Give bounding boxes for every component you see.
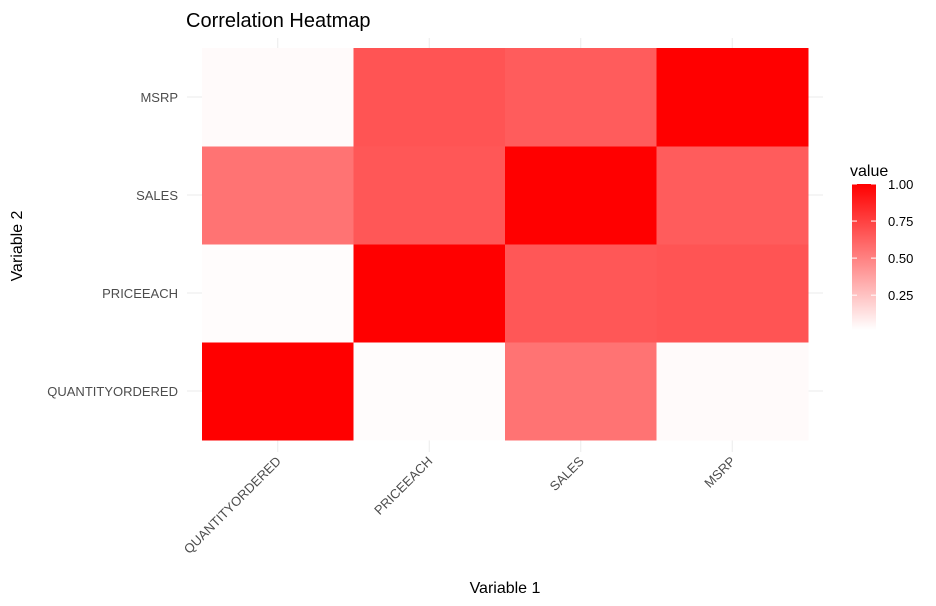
heatmap-cell — [202, 146, 354, 245]
heatmap-cell — [353, 48, 506, 147]
x-tick-label: PRICEEACH — [371, 454, 435, 518]
legend-tick-label: 1.00 — [888, 177, 913, 192]
y-axis-ticks: QUANTITYORDERED PRICEEACH SALES MSRP — [47, 90, 178, 399]
x-axis-ticks: QUANTITYORDERED PRICEEACH SALES MSRP — [181, 453, 739, 556]
legend-ticks: 0.25 0.50 0.75 1.00 — [852, 177, 913, 303]
legend-colorbar — [852, 184, 876, 330]
color-legend: value 0.25 0.50 0.75 1.00 — [850, 163, 913, 330]
y-axis-title: Variable 2 — [9, 210, 26, 281]
heatmap-cells — [202, 48, 809, 441]
heatmap-cell — [656, 244, 809, 343]
heatmap-cell — [202, 342, 354, 441]
heatmap-cell — [353, 244, 506, 343]
legend-tick-label: 0.25 — [888, 288, 913, 303]
y-tick-label: QUANTITYORDERED — [47, 384, 178, 399]
x-tick-label: SALES — [547, 453, 587, 493]
x-tick-label: MSRP — [701, 454, 738, 491]
y-tick-label: MSRP — [140, 90, 178, 105]
heatmap-cell — [505, 146, 657, 245]
heatmap-cell — [656, 342, 809, 441]
legend-tick-label: 0.75 — [888, 214, 913, 229]
y-tick-label: PRICEEACH — [102, 286, 178, 301]
legend-tick-label: 0.50 — [888, 251, 913, 266]
heatmap-cell — [656, 146, 809, 245]
heatmap-cell — [353, 146, 506, 245]
heatmap-cell — [353, 342, 506, 441]
heatmap-cell — [505, 244, 657, 343]
heatmap-cell — [505, 342, 657, 441]
chart-title: Correlation Heatmap — [186, 10, 371, 32]
heatmap-cell — [656, 48, 809, 147]
legend-title: value — [850, 163, 888, 180]
heatmap-cell — [202, 244, 354, 343]
heatmap-cell — [505, 48, 657, 147]
y-tick-label: SALES — [136, 188, 178, 203]
heatmap-cell — [202, 48, 354, 147]
x-axis-title: Variable 1 — [470, 580, 541, 597]
x-tick-label: QUANTITYORDERED — [181, 454, 284, 557]
